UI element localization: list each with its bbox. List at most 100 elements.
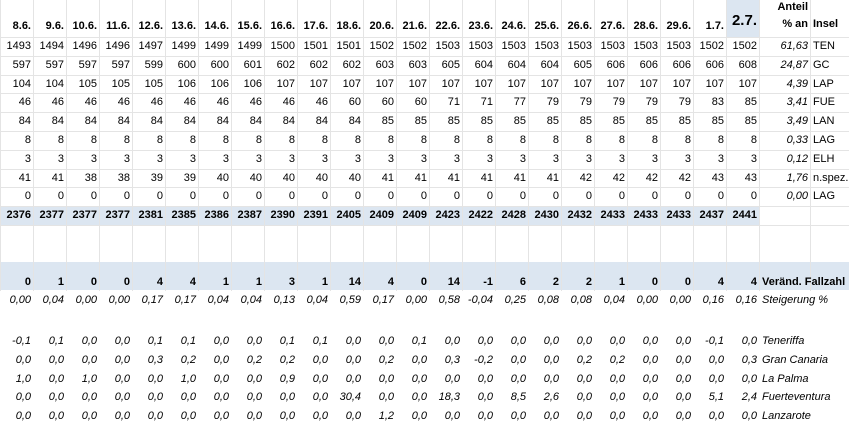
value-cell: 8: [90, 134, 97, 146]
value-cell: 0: [222, 190, 229, 203]
value-cell: 60: [348, 96, 361, 109]
island-cell: 0,0: [675, 353, 691, 366]
value-cell: 606: [705, 58, 724, 71]
date-header: 28.6.: [633, 20, 658, 32]
grid-line: [0, 206, 849, 208]
value-cell: 1501: [303, 40, 328, 52]
grid-line: [810, 0, 811, 291]
value-cell: 597: [45, 58, 64, 71]
value-cell: 46: [315, 96, 328, 109]
value-cell: 8: [24, 134, 31, 146]
grid-line: [528, 0, 529, 291]
date-header: 15.6.: [237, 20, 262, 32]
value-cell: 84: [51, 115, 64, 128]
island-cell: 0,0: [114, 335, 130, 347]
island-cell: 0,0: [609, 372, 625, 385]
grid-line: [693, 0, 694, 291]
value-cell: 3: [519, 152, 526, 165]
value-cell: 1502: [402, 40, 427, 52]
grid-line: [66, 0, 67, 291]
change-cell: 6: [519, 276, 526, 288]
value-cell: 3: [354, 152, 361, 165]
island-cell: 0,0: [411, 353, 427, 366]
value-cell: 8: [321, 134, 328, 146]
grid-line: [0, 149, 849, 151]
total-cell: 2430: [534, 209, 559, 222]
value-cell: 77: [513, 96, 526, 109]
island-cell: 0,0: [477, 372, 493, 385]
island-cell: 0,0: [477, 391, 493, 404]
value-cell: 71: [447, 96, 460, 109]
value-cell: 1503: [666, 40, 691, 52]
value-cell: 606: [606, 58, 625, 71]
change-cell: 0: [651, 276, 658, 288]
grid-line: [264, 0, 265, 291]
value-cell: 107: [474, 77, 493, 90]
value-cell: 3: [321, 152, 328, 165]
island-cell: 2,4: [741, 391, 757, 404]
island-cell: 0,0: [411, 372, 427, 385]
total-cell: 2381: [138, 209, 163, 222]
grid-line: [726, 0, 727, 291]
island-cell: 0,0: [81, 353, 97, 366]
island-cell: 0,0: [576, 372, 592, 385]
grid-line: [363, 0, 364, 291]
total-cell: 2387: [237, 209, 262, 222]
grid-line: [429, 0, 430, 291]
value-cell: 1502: [732, 40, 757, 52]
value-cell: 46: [51, 96, 64, 109]
value-cell: 42: [678, 171, 691, 184]
value-cell: 41: [480, 171, 493, 184]
date-header: 23.6.: [468, 20, 493, 32]
value-cell: 603: [375, 58, 394, 71]
island-cell: 0,0: [411, 410, 427, 423]
island-cell: 0,0: [378, 391, 394, 404]
insel-cell: LAG: [813, 190, 836, 203]
value-cell: 0: [684, 190, 691, 203]
insel-cell: FUE: [813, 96, 835, 109]
value-cell: 8: [684, 134, 691, 146]
grid-line: [0, 0, 1, 291]
steigerung-cell: 0,13: [273, 294, 295, 306]
steigerung-cell: 0,17: [174, 294, 196, 306]
value-cell: 3: [255, 152, 262, 165]
value-cell: 107: [441, 77, 460, 90]
value-cell: 38: [84, 171, 97, 184]
insel-cell: LAG: [813, 134, 836, 146]
value-cell: 85: [513, 115, 526, 128]
island-cell: 5,1: [708, 391, 724, 404]
value-cell: 3: [717, 152, 724, 165]
change-cell: 4: [189, 276, 196, 288]
value-cell: 107: [672, 77, 691, 90]
grid-line: [0, 187, 849, 189]
value-cell: 605: [573, 58, 592, 71]
island-cell: 0,0: [312, 353, 328, 366]
steigerung-cell: 0,00: [108, 294, 130, 306]
grid-line: [132, 0, 133, 291]
steigerung-cell: 0,00: [636, 294, 658, 306]
value-cell: 3: [618, 152, 625, 165]
value-cell: 606: [639, 58, 658, 71]
value-cell: 79: [645, 96, 658, 109]
total-cell: 2432: [567, 209, 592, 222]
island-cell: -0,2: [474, 353, 493, 366]
date-header: 17.6.: [303, 20, 328, 32]
value-cell: 107: [507, 77, 526, 90]
anteil-header: Anteil: [777, 1, 808, 13]
change-cell: 0: [123, 276, 130, 288]
value-cell: 0: [90, 190, 97, 203]
date-header: 22.6.: [435, 20, 460, 32]
value-cell: 600: [177, 58, 196, 71]
change-cell: 1: [57, 276, 64, 288]
island-cell: 0,0: [147, 410, 163, 423]
change-cell: 3: [288, 276, 295, 288]
value-cell: 0: [552, 190, 559, 203]
value-cell: 1499: [171, 40, 196, 52]
value-cell: 3: [585, 152, 592, 165]
date-header: 11.6.: [106, 20, 130, 32]
island-cell: 0,0: [609, 335, 625, 347]
value-cell: 107: [705, 77, 724, 90]
date-header: 18.6.: [336, 20, 361, 32]
steigerung-cell: 0,04: [42, 294, 64, 306]
